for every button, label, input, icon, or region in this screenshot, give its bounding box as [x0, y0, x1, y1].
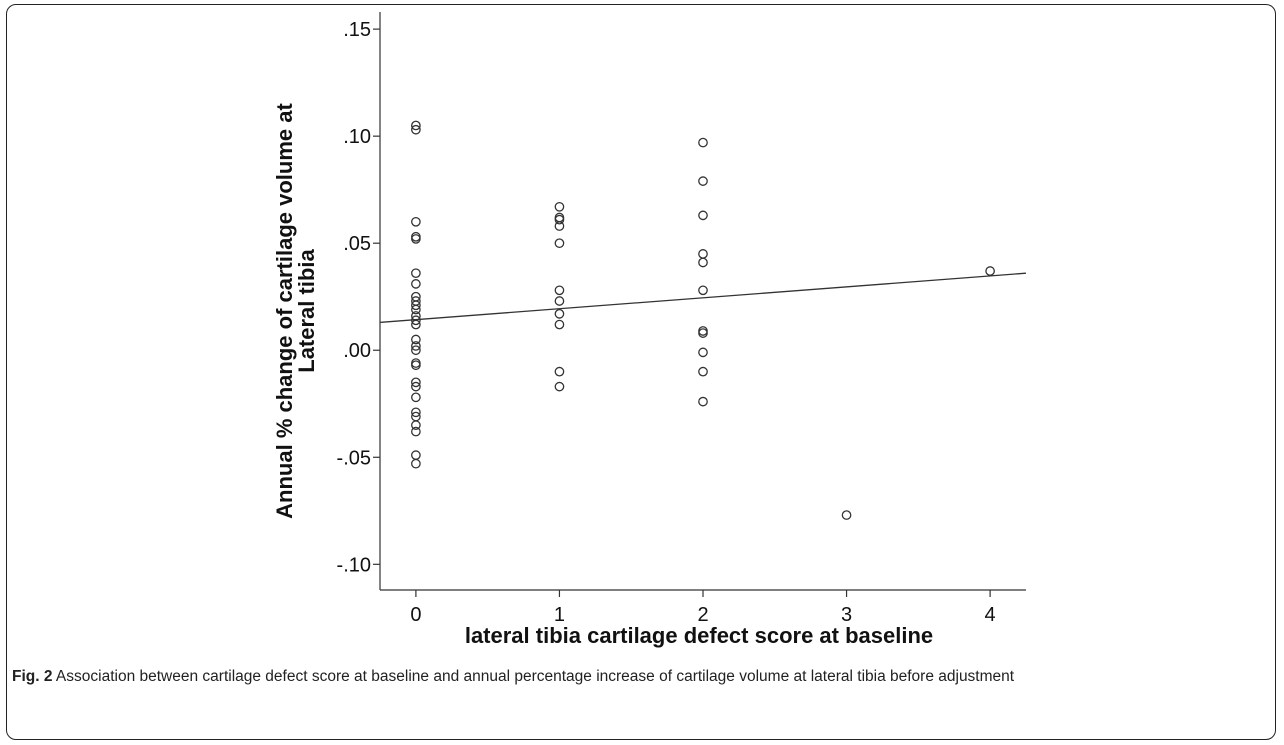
data-point	[411, 345, 421, 356]
data-point	[411, 334, 421, 345]
data-point	[411, 319, 421, 330]
data-point	[554, 238, 565, 249]
data-point	[411, 304, 421, 315]
data-point	[554, 296, 565, 306]
data-point	[411, 300, 421, 311]
data-point	[698, 366, 708, 377]
data-point	[554, 366, 565, 377]
data-point	[698, 210, 708, 221]
x-tick-label: 4	[985, 604, 996, 626]
figure-frame	[6, 4, 1276, 740]
data-point	[411, 407, 421, 418]
data-point	[698, 249, 708, 259]
data-point	[411, 315, 421, 326]
data-point	[554, 201, 565, 212]
data-point	[411, 450, 421, 460]
data-point	[411, 458, 421, 469]
figure-caption-label: Fig. 2	[12, 668, 53, 685]
data-points	[411, 120, 995, 520]
data-point	[411, 341, 421, 351]
y-axis-title-line-1: Annual % change of cartilage volume at	[272, 103, 297, 519]
x-axis-title: lateral tibia cartilage defect score at …	[465, 623, 933, 648]
data-point	[411, 381, 421, 392]
data-point	[411, 392, 421, 403]
y-tick-label: -.10	[337, 554, 371, 576]
regression-line	[379, 272, 1027, 324]
data-point	[554, 381, 565, 392]
data-point	[698, 176, 708, 186]
scatter-chart: .15 .10 .05 .00 -.05 -.10 0 1 2 3 4 Annual % chan…	[272, 12, 1027, 648]
figure-caption: Fig. 2 Association between cartilage def…	[12, 665, 1262, 689]
data-point	[411, 234, 421, 244]
y-tick-label: .10	[343, 126, 371, 148]
y-tick-label: -.05	[337, 447, 371, 469]
data-point	[411, 268, 421, 279]
data-point	[411, 120, 421, 131]
x-tick-label: 1	[554, 604, 565, 626]
data-point	[411, 279, 421, 289]
data-point	[411, 216, 421, 227]
data-point	[841, 510, 852, 520]
data-point	[554, 308, 565, 319]
x-tick-label: 2	[697, 604, 708, 626]
y-tick-label: .00	[343, 340, 371, 362]
x-tick-label: 0	[410, 604, 421, 626]
data-point	[985, 266, 995, 276]
data-point	[411, 420, 421, 431]
data-point	[411, 377, 421, 388]
y-axis-title-line-2: Lateral tibia	[294, 248, 319, 372]
data-point	[554, 214, 565, 225]
data-point	[411, 360, 421, 371]
data-point	[698, 396, 708, 407]
data-point	[411, 426, 421, 437]
y-axis-ticks: .15 .10 .05 .00 -.05 -.10	[337, 19, 380, 576]
figure-caption-text: Association between cartilage defect sco…	[52, 668, 1015, 685]
data-point	[698, 328, 708, 338]
data-point	[698, 257, 708, 268]
data-point	[554, 319, 565, 330]
x-axis-ticks: 0 1 2 3 4	[410, 590, 996, 626]
x-tick-label: 3	[841, 604, 852, 626]
data-point	[554, 221, 565, 231]
data-point	[698, 285, 708, 296]
data-point	[411, 124, 421, 135]
data-point	[698, 347, 708, 358]
y-tick-label: .05	[343, 233, 371, 255]
data-point	[698, 137, 708, 148]
y-tick-label: .15	[343, 19, 371, 41]
data-point	[554, 285, 565, 296]
